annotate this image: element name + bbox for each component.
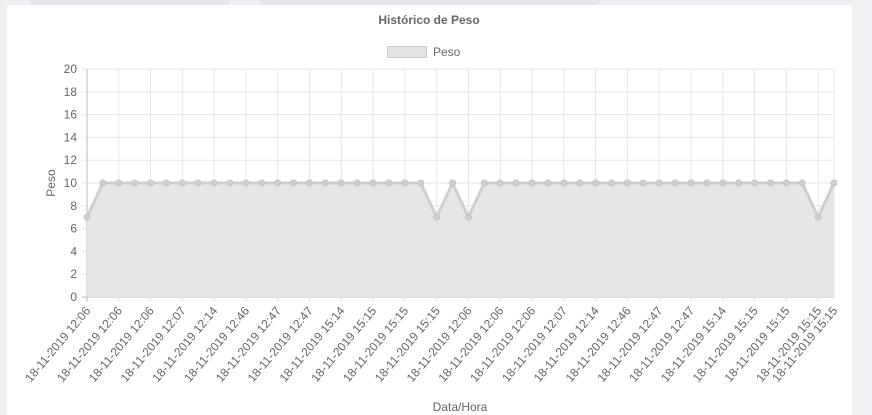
data-point — [401, 179, 409, 187]
data-point — [337, 179, 345, 187]
data-point — [496, 179, 504, 187]
data-point — [83, 213, 91, 221]
y-axis-title: Peso — [44, 169, 58, 197]
legend-swatch-peso — [387, 46, 427, 58]
y-tick-label: 10 — [64, 176, 78, 190]
data-point — [242, 179, 250, 187]
y-tick-label: 8 — [70, 199, 77, 213]
data-point — [210, 179, 218, 187]
data-point — [560, 179, 568, 187]
data-point — [798, 179, 806, 187]
data-point — [687, 179, 695, 187]
y-tick-label: 4 — [70, 244, 77, 258]
data-point — [655, 179, 663, 187]
data-point — [306, 179, 314, 187]
data-point — [528, 179, 536, 187]
data-point — [274, 179, 282, 187]
data-point — [99, 179, 107, 187]
data-point — [766, 179, 774, 187]
data-point — [639, 179, 647, 187]
data-point — [449, 179, 457, 187]
data-point — [703, 179, 711, 187]
y-tick-label: 12 — [64, 153, 78, 167]
chart-title: Histórico de Peso — [378, 13, 480, 27]
data-point — [592, 179, 600, 187]
y-tick-label: 18 — [64, 85, 78, 99]
data-point — [751, 179, 759, 187]
background-card-right — [260, 0, 600, 6]
data-point — [290, 179, 298, 187]
data-point — [623, 179, 631, 187]
data-point — [226, 179, 234, 187]
data-point — [131, 179, 139, 187]
data-point — [576, 179, 584, 187]
background-card-left — [30, 0, 230, 6]
y-tick-label: 20 — [64, 62, 78, 76]
data-point — [464, 213, 472, 221]
data-point — [830, 179, 838, 187]
x-axis-title: Data/Hora — [433, 400, 488, 413]
data-point — [258, 179, 266, 187]
series-area-peso — [87, 183, 834, 297]
data-point — [147, 179, 155, 187]
legend-label-peso: Peso — [433, 45, 461, 59]
y-tick-label: 0 — [70, 290, 77, 304]
data-point — [178, 179, 186, 187]
data-point — [607, 179, 615, 187]
data-point — [353, 179, 361, 187]
data-point — [512, 179, 520, 187]
data-point — [719, 179, 727, 187]
y-tick-label: 2 — [70, 267, 77, 281]
data-point — [814, 213, 822, 221]
data-point — [433, 213, 441, 221]
data-point — [385, 179, 393, 187]
data-point — [162, 179, 170, 187]
data-point — [369, 179, 377, 187]
data-point — [417, 179, 425, 187]
data-point — [194, 179, 202, 187]
data-point — [115, 179, 123, 187]
data-point — [321, 179, 329, 187]
data-point — [782, 179, 790, 187]
y-tick-label: 16 — [64, 108, 78, 122]
data-point — [735, 179, 743, 187]
data-point — [480, 179, 488, 187]
data-point — [671, 179, 679, 187]
data-point — [544, 179, 552, 187]
y-tick-label: 14 — [64, 130, 78, 144]
y-tick-label: 6 — [70, 222, 77, 236]
chart-legend[interactable]: Peso — [387, 44, 460, 60]
